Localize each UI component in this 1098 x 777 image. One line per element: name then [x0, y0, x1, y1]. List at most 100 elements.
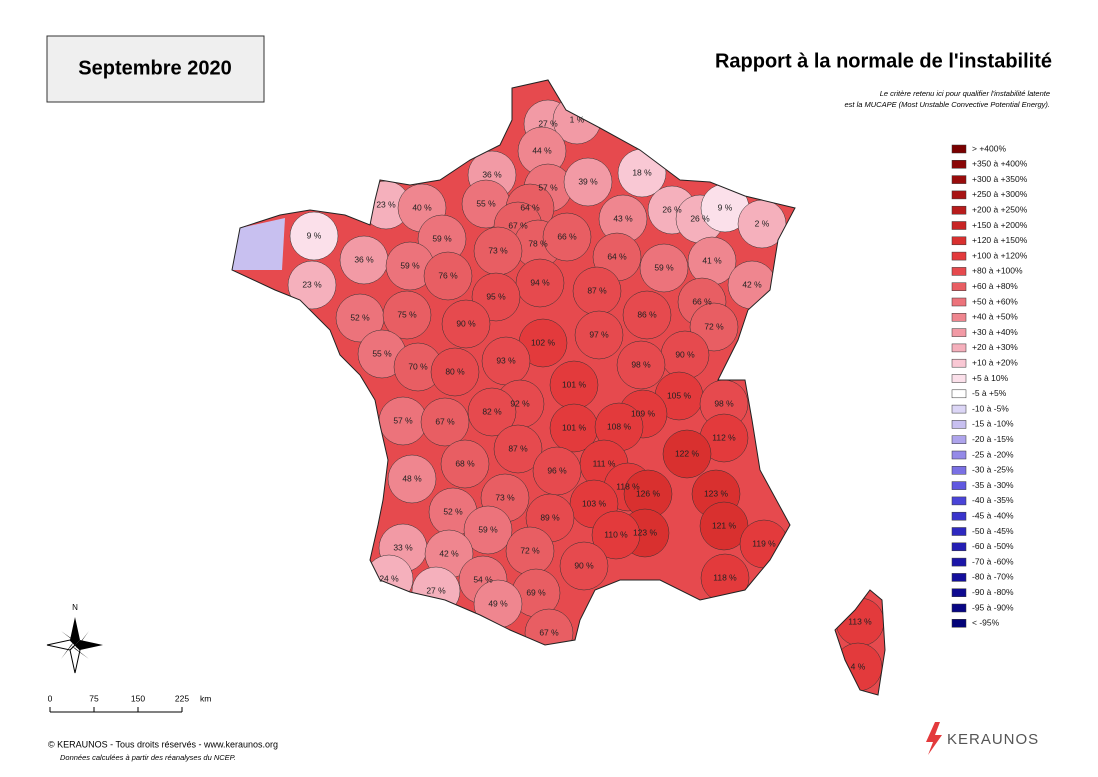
department-label: 39 % — [578, 176, 598, 186]
department-label: 2 % — [755, 218, 770, 228]
department-label: 57 % — [393, 415, 413, 425]
department-label: 98 % — [714, 398, 734, 408]
legend-swatch — [951, 466, 967, 475]
department-label: 111 % — [593, 458, 616, 468]
legend-label: +30 à +40% — [972, 327, 1018, 337]
compass-north: N — [72, 603, 78, 612]
legend-label: -80 à -70% — [972, 572, 1014, 582]
department-area — [542, 212, 592, 262]
department-area — [467, 387, 517, 437]
scale-label: 150 — [131, 693, 145, 703]
department-label: 59 % — [478, 524, 498, 534]
department-label: 92 % — [510, 398, 530, 408]
department-label: 26 % — [662, 204, 682, 214]
department-label: 123 % — [633, 527, 658, 537]
department-label: 102 % — [531, 337, 556, 347]
department-label: 4 % — [851, 661, 866, 671]
department-label: 126 % — [636, 488, 661, 498]
department-label: 55 % — [476, 198, 496, 208]
legend-label: -30 à -25% — [972, 465, 1014, 475]
department-label: 23 % — [302, 279, 322, 289]
legend-label: +200 à +250% — [972, 204, 1028, 214]
legend-label: +20 à +30% — [972, 342, 1018, 352]
legend-swatch — [951, 205, 967, 215]
copyright: © KERAUNOS - Tous droits réservés - www.… — [48, 739, 278, 749]
department-label: 75 % — [397, 309, 417, 319]
department-label: 90 % — [574, 560, 594, 570]
legend-label: +60 à +80% — [972, 281, 1018, 291]
period: Septembre 2020 — [78, 57, 231, 79]
legend-label: -60 à -50% — [972, 541, 1014, 551]
department-label: 119 % — [752, 538, 776, 548]
department-label: 26 % — [690, 213, 710, 223]
legend-swatch — [951, 435, 967, 444]
legend-swatch — [951, 313, 967, 322]
department-label: 9 % — [718, 202, 733, 212]
department-label: 90 % — [675, 349, 695, 359]
department-label: 121 % — [712, 520, 737, 530]
department-area — [574, 310, 624, 360]
department-area — [559, 541, 609, 591]
department-label: 96 % — [547, 465, 567, 475]
department-label: 59 % — [432, 233, 452, 243]
legend-swatch — [951, 236, 967, 246]
department-label: 67 % — [435, 416, 455, 426]
department-label: 94 % — [530, 277, 550, 287]
department-label: 87 % — [508, 443, 528, 453]
department-label: 101 % — [562, 422, 587, 432]
legend-label: > +400% — [972, 143, 1006, 153]
department-area — [441, 299, 491, 349]
legend-label: +250 à +300% — [972, 189, 1028, 199]
department-label: 78 % — [528, 238, 548, 248]
legend-swatch — [951, 190, 967, 200]
department-area — [591, 510, 641, 560]
department-label: 64 % — [520, 202, 540, 212]
department-label: 33 % — [393, 542, 413, 552]
department-label: 87 % — [587, 285, 607, 295]
department-label: 36 % — [354, 254, 374, 264]
department-label: 41 % — [702, 255, 722, 265]
legend-swatch — [951, 358, 967, 368]
department-area — [563, 157, 613, 207]
department-area — [622, 290, 672, 340]
legend-swatch — [951, 527, 967, 536]
department-label: 90 % — [456, 318, 476, 328]
department-label: 42 % — [742, 279, 762, 289]
legend-swatch — [951, 389, 967, 399]
brand: KERAUNOS — [947, 731, 1039, 748]
corsica-outline — [834, 589, 886, 696]
period-box — [46, 35, 265, 103]
department-label: 93 % — [496, 355, 516, 365]
department-area — [387, 454, 437, 504]
legend-swatch — [951, 573, 967, 582]
legend-swatch — [951, 343, 967, 353]
department-area — [420, 397, 470, 447]
subtitle: Le critère retenu ici pour qualifier l'i… — [880, 89, 1050, 98]
source: Données calculées à partir des réanalyse… — [60, 753, 236, 762]
legend-label: < -95% — [972, 618, 1000, 628]
legend-label: -45 à -40% — [972, 510, 1014, 520]
department-area — [463, 505, 513, 555]
legend-swatch — [951, 221, 967, 230]
legend-label: +5 à 10% — [972, 373, 1009, 383]
department-area — [382, 290, 432, 340]
department-area — [289, 211, 339, 261]
legend-swatch — [951, 251, 967, 261]
legend-label: -90 à -80% — [972, 587, 1014, 597]
map-base — [232, 80, 885, 695]
legend-label: +350 à +400% — [972, 159, 1028, 169]
department-label: 27 % — [538, 118, 558, 128]
department-label: 89 % — [540, 512, 560, 522]
legend-label: +10 à +20% — [972, 357, 1018, 367]
department-label: 109 % — [631, 408, 656, 418]
department-label: 95 % — [486, 291, 506, 301]
subtitle: est la MUCAPE (Most Unstable Convective … — [845, 100, 1051, 109]
department-label: 110 % — [604, 529, 628, 539]
department-label: 48 % — [402, 473, 422, 483]
legend-swatch — [951, 542, 967, 552]
department-label: 54 % — [473, 574, 493, 584]
department-label: 118 % — [713, 572, 737, 582]
scale-label: 75 — [89, 693, 99, 703]
department-label: 103 % — [582, 498, 607, 508]
